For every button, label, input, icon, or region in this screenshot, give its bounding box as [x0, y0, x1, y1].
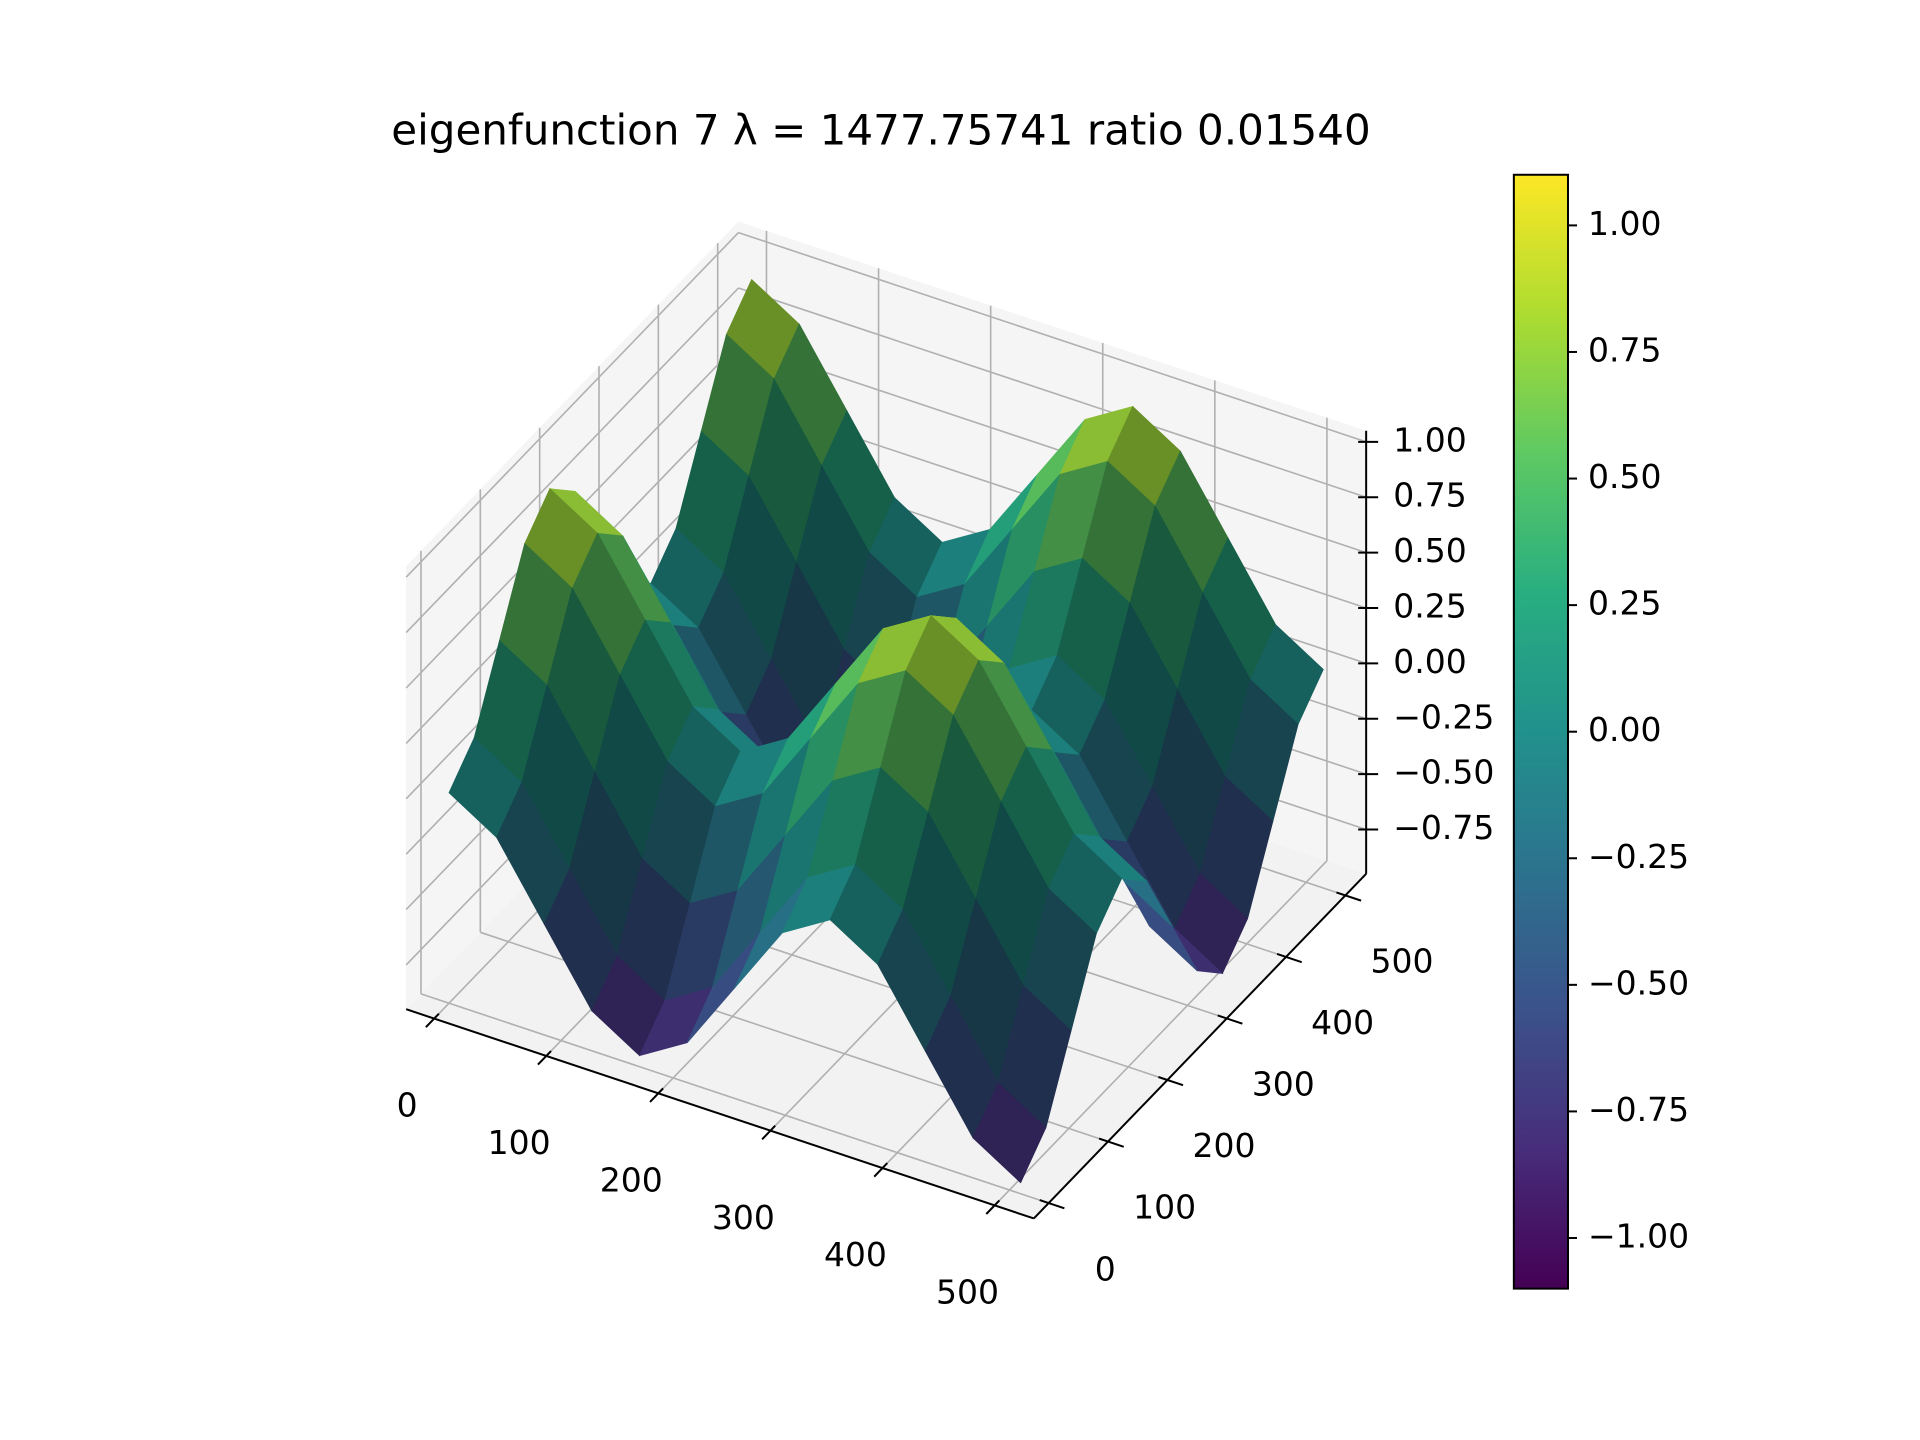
colorbar-tick-label: 0.75: [1588, 330, 1661, 369]
grid-line: [738, 287, 1367, 498]
y-tick: [1336, 891, 1362, 902]
surface-facet: [972, 1082, 1047, 1184]
grid-line: [405, 232, 740, 578]
z-tick-label: 0.50: [1393, 531, 1466, 570]
x-axis: [405, 1008, 1035, 1220]
grid-line: [420, 993, 1049, 1204]
x-tick-label: 400: [824, 1235, 887, 1274]
z-tick-label: 0.00: [1393, 642, 1466, 681]
y-tick-label: 100: [1133, 1188, 1196, 1227]
colorbar-tick-label: 0.00: [1588, 710, 1661, 749]
x-tick: [985, 1199, 1001, 1215]
z-tick-label: −0.25: [1393, 697, 1494, 736]
y-tick: [1217, 1014, 1243, 1025]
x-tick: [425, 1012, 440, 1028]
y-tick-label: 400: [1311, 1003, 1374, 1042]
y-tick: [1158, 1076, 1184, 1087]
y-tick: [1276, 952, 1303, 964]
z-tick-label: −0.75: [1393, 808, 1494, 847]
colorbar-tick-label: −0.75: [1588, 1090, 1689, 1129]
x-tick-label: 0: [397, 1086, 418, 1125]
y-tick-label: 300: [1252, 1065, 1315, 1104]
x-tick-label: 300: [712, 1198, 775, 1237]
colorbar-tick-label: −0.50: [1588, 963, 1689, 1002]
x-tick-label: 500: [936, 1273, 999, 1312]
colorbar-tick-label: −0.25: [1588, 837, 1689, 876]
z-tick-label: 1.00: [1393, 420, 1466, 459]
x-tick-label: 200: [600, 1160, 663, 1199]
x-tick: [873, 1162, 888, 1178]
x-tick-label: 100: [488, 1123, 551, 1162]
x-tick: [761, 1125, 776, 1140]
z-tick-label: 0.25: [1393, 587, 1466, 626]
chart-title: eigenfunction 7 λ = 1477.75741 ratio 0.0…: [391, 106, 1370, 155]
grid-line: [994, 860, 1328, 1206]
z-tick-label: −0.50: [1393, 753, 1494, 792]
colorbar-tick-label: 0.50: [1588, 457, 1661, 496]
x-tick: [649, 1087, 664, 1103]
colorbar-tick-label: −1.00: [1588, 1216, 1689, 1255]
y-tick: [1098, 1137, 1125, 1148]
grid-line: [738, 342, 1367, 554]
colorbar: [1512, 173, 1570, 1290]
y-tick: [1039, 1199, 1065, 1210]
grid-line: [405, 287, 740, 634]
y-tick-label: 0: [1095, 1249, 1116, 1288]
x-tick: [537, 1050, 552, 1066]
y-tick-label: 500: [1371, 942, 1434, 981]
z-tick-label: 0.75: [1393, 476, 1466, 515]
grid-line: [738, 231, 1367, 443]
y-tick-label: 200: [1192, 1126, 1255, 1165]
y-axis: [1033, 873, 1367, 1220]
colorbar-tick-label: 0.25: [1588, 584, 1661, 623]
colorbar-tick-label: 1.00: [1588, 204, 1661, 243]
